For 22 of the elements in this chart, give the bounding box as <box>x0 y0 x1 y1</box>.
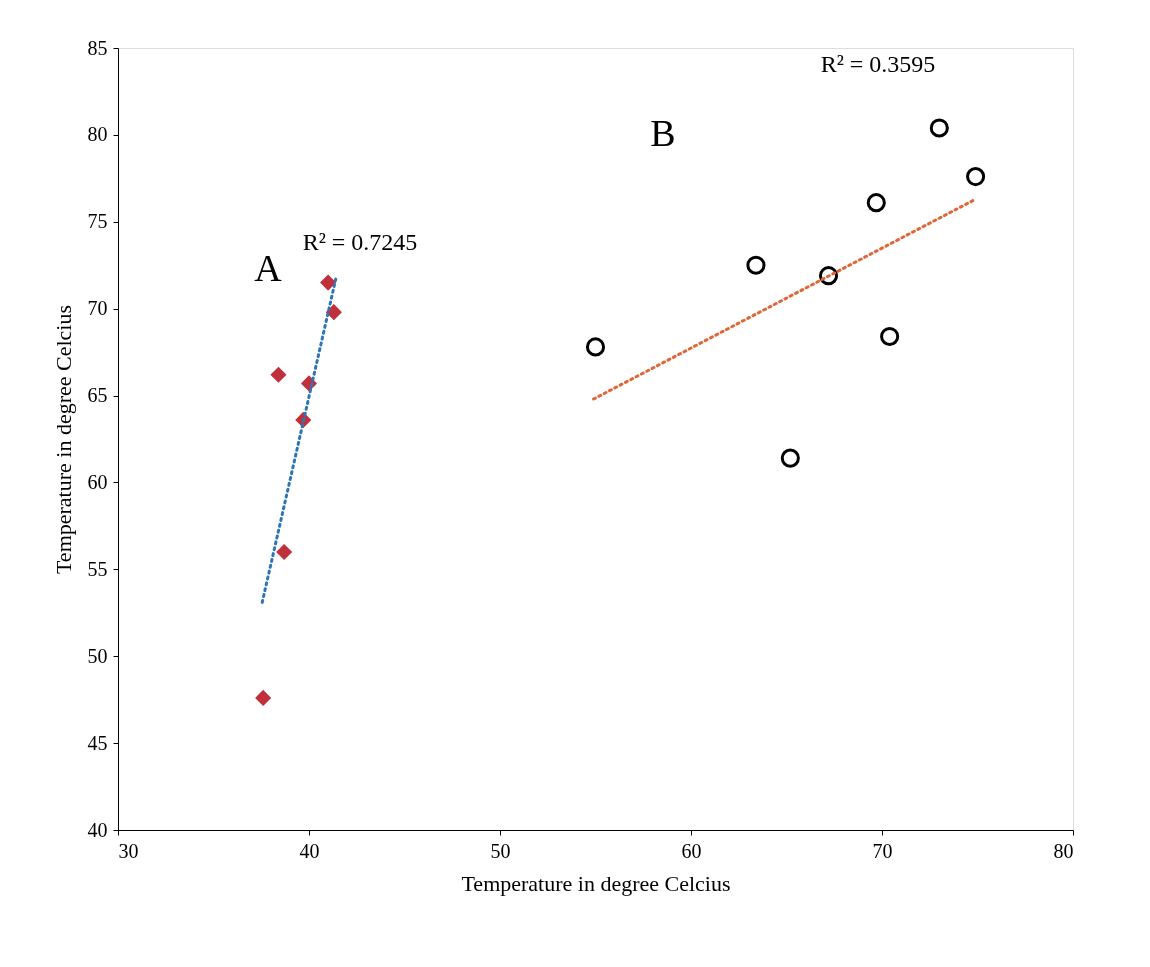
x-tick-label: 30 <box>118 839 139 862</box>
annotation: R² = 0.3595 <box>820 51 936 77</box>
y-tick-label: 60 <box>87 470 108 493</box>
y-axis-title: Temperature in degree Celcius <box>50 304 76 575</box>
y-tick-label: 40 <box>87 818 108 841</box>
y-tick-label: 75 <box>87 210 108 233</box>
annotation: R² = 0.7245 <box>302 229 418 255</box>
y-tick-label: 65 <box>87 384 108 407</box>
x-tick-label: 40 <box>299 839 320 862</box>
x-tick-label: 80 <box>1053 839 1074 862</box>
annotation: B <box>650 112 676 154</box>
annotation: A <box>254 247 283 289</box>
y-tick-label: 50 <box>87 644 108 667</box>
x-tick-label: 70 <box>872 839 893 862</box>
y-tick-label: 85 <box>87 36 108 59</box>
y-tick-label: 80 <box>87 123 108 146</box>
y-tick-label: 70 <box>87 297 108 320</box>
y-tick-label: 45 <box>87 731 108 754</box>
x-axis-title: Temperature in degree Celcius <box>461 870 731 896</box>
x-tick-label: 50 <box>490 839 511 862</box>
x-tick-label: 60 <box>681 839 702 862</box>
y-tick-label: 55 <box>87 557 108 580</box>
